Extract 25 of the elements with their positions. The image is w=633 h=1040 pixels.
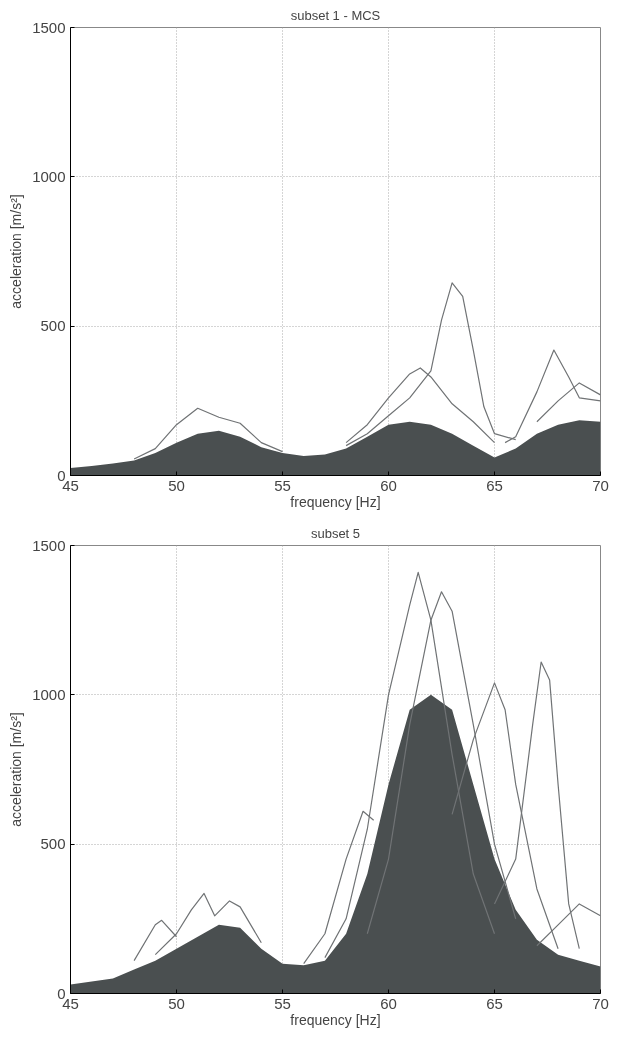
y-axis-title: acceleration [m/s²] — [8, 194, 25, 309]
x-axis-title: frequency [Hz] — [290, 1011, 381, 1028]
x-tick-label: 65 — [486, 476, 503, 494]
x-tick-label: 50 — [168, 994, 185, 1012]
y-tick-label: 0 — [57, 984, 66, 1002]
y-tick-label: 1000 — [32, 685, 66, 703]
y-axis-title: acceleration [m/s²] — [8, 712, 25, 827]
y-tick-label: 0 — [57, 466, 66, 484]
x-tick-label: 55 — [274, 476, 291, 494]
x-tick-label: 50 — [168, 476, 185, 494]
x-tick-label: 65 — [486, 994, 503, 1012]
y-tick-label: 500 — [40, 317, 66, 335]
chart-title: subset 5 — [310, 525, 361, 541]
x-axis-title: frequency [Hz] — [290, 493, 381, 510]
chart-title: subset 1 - MCS — [290, 7, 381, 23]
y-tick-label: 1500 — [32, 536, 66, 554]
x-tick-label: 60 — [380, 476, 397, 494]
y-tick-label: 1500 — [32, 18, 66, 36]
x-tick-label: 70 — [592, 476, 609, 494]
x-tick-label: 60 — [380, 994, 397, 1012]
y-tick-label: 1000 — [32, 167, 66, 185]
line-series — [133, 407, 284, 460]
x-tick-label: 70 — [592, 994, 609, 1012]
x-tick-label: 55 — [274, 994, 291, 1012]
y-tick-label: 500 — [40, 835, 66, 853]
